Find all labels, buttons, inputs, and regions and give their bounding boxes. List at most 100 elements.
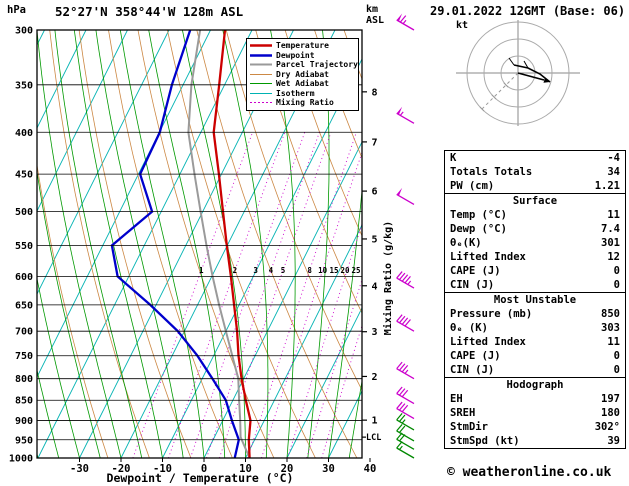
table-row-value: 0: [613, 364, 620, 376]
table-row: K -4: [445, 151, 625, 165]
svg-text:2: 2: [233, 266, 238, 275]
table-section-header: Surface: [445, 193, 625, 208]
legend-item: Dewpoint: [250, 51, 355, 61]
table-row: θₑ (K) 303: [445, 321, 625, 335]
svg-text:4: 4: [269, 266, 274, 275]
legend-item-label: Mixing Ratio: [276, 98, 334, 108]
table-row-label: StmDir: [450, 421, 488, 433]
svg-text:1000: 1000: [9, 454, 33, 465]
table-row-value: 1.21: [594, 180, 620, 192]
table-row-label: CIN (J): [450, 279, 495, 291]
table-row-label: θₑ (K): [450, 322, 488, 334]
plot-area: [37, 30, 362, 458]
hodograph-ring: [500, 55, 536, 91]
table-row: CAPE (J) 0: [445, 264, 625, 278]
table-row-value: 11: [607, 209, 620, 221]
svg-text:0: 0: [201, 463, 207, 475]
mixing-ratio-axis-title: Mixing Ratio (g/kg): [382, 221, 394, 335]
svg-text:15: 15: [329, 266, 338, 275]
table-row-value: 0: [613, 279, 620, 291]
svg-text:950: 950: [15, 435, 33, 446]
legend-item-label: Temperature: [276, 41, 329, 51]
hodograph: kt: [456, 20, 580, 126]
table-row: Totals Totals 34: [445, 165, 625, 179]
table-section-header: Most Unstable: [445, 292, 625, 307]
table-row: CIN (J) 0: [445, 363, 625, 377]
svg-text:550: 550: [15, 241, 33, 252]
svg-text:-20: -20: [112, 463, 131, 475]
table-row: Pressure (mb) 850: [445, 307, 625, 321]
storm-motion-arrowhead: [543, 78, 550, 83]
legend: Temperature Dewpoint Parcel Trajectory Dry …: [246, 38, 359, 111]
table-row-value: 39: [607, 435, 620, 447]
svg-text:40: 40: [364, 463, 377, 475]
svg-text:6: 6: [372, 187, 378, 198]
wind-barb: [396, 441, 415, 459]
pressure-unit-label: hPa: [7, 4, 26, 16]
table-row-value: 301: [601, 237, 620, 249]
wind-barb: [396, 413, 415, 431]
wind-barbs: [396, 13, 415, 459]
svg-text:7: 7: [372, 137, 378, 148]
isotherm-lines: [37, 30, 362, 458]
svg-text:3: 3: [372, 327, 378, 338]
legend-line-swatch: [250, 102, 272, 104]
svg-text:2: 2: [372, 372, 378, 383]
legend-line-swatch: [250, 63, 272, 66]
table-row: StmSpd (kt) 39: [445, 434, 625, 448]
run-date-title: 29.01.2022 12GMT (Base: 06): [430, 4, 626, 18]
storm-motion-vector: [517, 72, 545, 81]
table-row-value: -4: [607, 152, 620, 164]
table-row-label: EH: [450, 393, 463, 405]
legend-item: Parcel Trajectory: [250, 60, 358, 70]
svg-text:-10: -10: [153, 463, 172, 475]
svg-text:20: 20: [281, 463, 294, 475]
svg-text:3: 3: [253, 266, 258, 275]
table-row-value: 34: [607, 166, 620, 178]
table-row-value: 0: [613, 265, 620, 277]
hodograph-trace: [513, 64, 551, 83]
axis-labels: 3003504004505005506006507007508008509009…: [9, 26, 381, 476]
wind-barb: [396, 432, 415, 450]
legend-line-swatch: [250, 83, 272, 85]
svg-text:4: 4: [372, 281, 378, 292]
table-row-value: 197: [601, 393, 620, 405]
skewt-diagram: 1 2 3 4 5 8 10 15 20 2530035040045050055060065070…: [9, 4, 415, 485]
table-row: Lifted Index 12: [445, 250, 625, 264]
table-row-label: Lifted Index: [450, 336, 526, 348]
hodograph-ring: [483, 38, 553, 108]
legend-item-label: Isotherm: [276, 88, 315, 98]
table-row-value: 11: [607, 336, 620, 348]
table-row: Temp (°C) 11: [445, 208, 625, 222]
wind-barb: [396, 187, 415, 205]
table-row-label: θₑ(K): [450, 237, 482, 249]
temperature-curve: [212, 30, 252, 458]
wind-barb: [396, 13, 415, 31]
table-row-label: CAPE (J): [450, 265, 501, 277]
table-row-label: Lifted Index: [450, 251, 526, 263]
table-row-label: StmSpd (kt): [450, 435, 520, 447]
sounding-curves: [110, 30, 252, 458]
svg-text:800: 800: [15, 374, 33, 385]
wind-barb: [396, 386, 415, 405]
table-row-value: 303: [601, 322, 620, 334]
legend-item: Mixing Ratio: [250, 98, 355, 108]
table-row-value: 0: [613, 350, 620, 362]
table-section-header: Hodograph: [445, 377, 625, 392]
table-row: θₑ(K) 301: [445, 236, 625, 250]
legend-item: Isotherm: [250, 89, 355, 99]
svg-text:8: 8: [372, 87, 378, 98]
table-row-label: CAPE (J): [450, 350, 501, 362]
svg-text:25: 25: [351, 266, 360, 275]
svg-text:10: 10: [239, 463, 252, 475]
wind-barb: [396, 361, 415, 380]
svg-text:5: 5: [372, 234, 378, 245]
wind-barb: [396, 271, 415, 289]
legend-line-swatch: [250, 92, 272, 94]
svg-text:20: 20: [340, 266, 350, 275]
svg-text:300: 300: [15, 26, 33, 37]
lcl-marker: LCL: [366, 433, 381, 443]
legend-line-swatch: [250, 73, 272, 75]
table-row: Lifted Index 11: [445, 335, 625, 349]
legend-item: Temperature: [250, 41, 355, 51]
